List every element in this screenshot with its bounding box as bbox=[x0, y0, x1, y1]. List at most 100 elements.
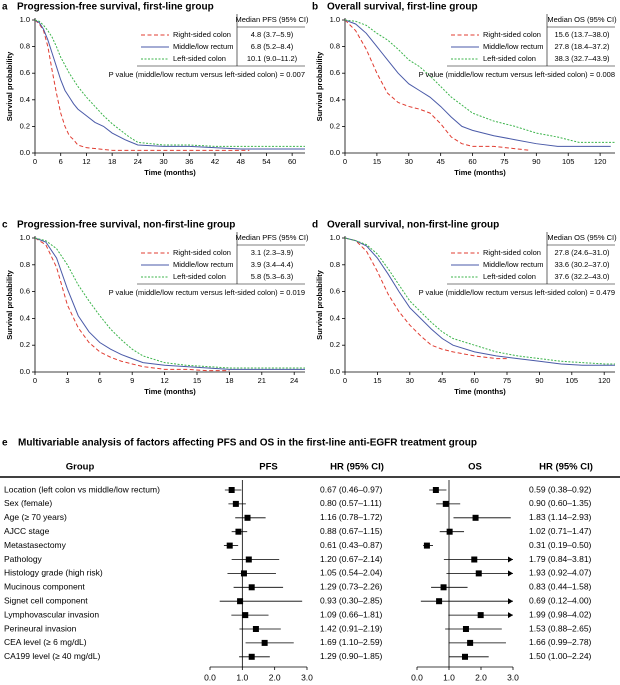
hr-label: 1.66 (0.99–2.78) bbox=[529, 637, 592, 647]
hr-label: 1.09 (0.66–1.81) bbox=[320, 609, 383, 619]
panel-label: a bbox=[2, 2, 8, 13]
p-value-annotation: P value (middle/low rectum versus left-s… bbox=[109, 288, 305, 297]
legend-label: Left-sided colon bbox=[483, 272, 536, 281]
x-tick-label: 9 bbox=[130, 376, 134, 385]
hazard-ratio-marker bbox=[462, 626, 469, 632]
row-label: Metastasectomy bbox=[4, 540, 67, 550]
x-tick-label: 75 bbox=[503, 376, 511, 385]
y-tick-label: 0.2 bbox=[330, 340, 340, 349]
y-axis-label: Survival probability bbox=[315, 51, 324, 121]
x-tick-label: 45 bbox=[438, 376, 446, 385]
hr-label: 0.88 (0.67–1.15) bbox=[320, 526, 383, 536]
column-header: HR (95% CI) bbox=[330, 462, 384, 473]
hazard-ratio-marker bbox=[432, 487, 439, 493]
column-header: HR (95% CI) bbox=[539, 462, 593, 473]
y-tick-label: 1.0 bbox=[330, 15, 340, 24]
forest-rows bbox=[420, 487, 513, 660]
hazard-ratio-marker bbox=[440, 584, 447, 591]
column-header: PFS bbox=[259, 462, 277, 473]
p-value-annotation: P value (middle/low rectum versus left-s… bbox=[419, 70, 615, 79]
survival-curve bbox=[344, 237, 615, 365]
hr-label: 1.16 (0.78–1.72) bbox=[320, 512, 383, 522]
hr-label: 0.90 (0.60–1.35) bbox=[529, 498, 592, 508]
row-label: CEA level (≥ 6 mg/dL) bbox=[4, 637, 87, 647]
x-tick-label: 12 bbox=[82, 157, 90, 166]
hazard-ratio-marker bbox=[248, 653, 255, 660]
y-axis-label: Survival probability bbox=[5, 51, 14, 121]
hr-label: 0.31 (0.19–0.50) bbox=[529, 540, 592, 550]
hr-label: 1.02 (0.71–1.47) bbox=[529, 526, 592, 536]
hazard-ratio-marker bbox=[472, 514, 479, 521]
ci-arrowhead bbox=[508, 612, 513, 619]
row-label: CA199 level (≥ 40 mg/dL) bbox=[4, 651, 100, 661]
hazard-ratio-marker bbox=[261, 639, 268, 646]
hazard-ratio-marker bbox=[423, 542, 430, 549]
y-tick-label: 0.4 bbox=[20, 95, 30, 104]
column-header: Group bbox=[66, 462, 95, 473]
x-tick-label: 120 bbox=[598, 376, 611, 385]
legend-median: 27.8 (18.4–37.2) bbox=[554, 42, 610, 51]
y-tick-label: 0.4 bbox=[20, 313, 30, 322]
x-tick-label: 36 bbox=[185, 157, 193, 166]
hr-label: 1.50 (1.00–2.24) bbox=[529, 651, 592, 661]
hr-label: 1.05 (0.54–2.04) bbox=[320, 568, 383, 578]
x-tick-label: 15 bbox=[373, 376, 381, 385]
hazard-ratio-marker bbox=[252, 626, 259, 632]
legend-median: 10.1 (9.0–11.2) bbox=[247, 54, 298, 63]
panel-label: c bbox=[2, 220, 8, 231]
hr-label: 1.42 (0.91–2.19) bbox=[320, 623, 383, 633]
hr-label: 0.69 (0.12–4.00) bbox=[529, 595, 592, 605]
hr-label: 0.83 (0.44–1.58) bbox=[529, 582, 592, 592]
y-tick-label: 0.6 bbox=[330, 287, 340, 296]
x-tick-label: 6 bbox=[59, 157, 63, 166]
survival-curve bbox=[34, 19, 305, 150]
x-tick-label: 3.0 bbox=[507, 672, 519, 682]
hr-label: 1.79 (0.84–3.81) bbox=[529, 554, 592, 564]
hazard-ratio-marker bbox=[228, 487, 235, 493]
x-tick-label: 105 bbox=[566, 376, 579, 385]
x-tick-label: 75 bbox=[500, 157, 508, 166]
hazard-ratio-marker bbox=[242, 612, 249, 619]
legend-label: Middle/low rectum bbox=[483, 260, 543, 269]
x-tick-label: 0.0 bbox=[411, 672, 423, 682]
x-axis-label: Time (months) bbox=[144, 168, 196, 177]
hr-label: 1.53 (0.88–2.65) bbox=[529, 623, 592, 633]
x-tick-label: 3.0 bbox=[301, 672, 313, 682]
hazard-ratio-marker bbox=[245, 556, 252, 563]
legend-label: Left-sided colon bbox=[483, 54, 536, 63]
chart-title: Overall survival, non-first-line group bbox=[327, 220, 499, 231]
x-tick-label: 42 bbox=[211, 157, 219, 166]
x-tick-label: 45 bbox=[436, 157, 444, 166]
y-tick-label: 1.0 bbox=[20, 15, 30, 24]
x-tick-label: 18 bbox=[108, 157, 116, 166]
hazard-ratio-marker bbox=[248, 584, 255, 591]
survival-curve bbox=[344, 19, 615, 143]
hazard-ratio-marker bbox=[471, 556, 478, 563]
x-tick-label: 1.0 bbox=[443, 672, 455, 682]
hazard-ratio-marker bbox=[244, 514, 251, 521]
ci-arrowhead bbox=[508, 556, 513, 563]
x-tick-label: 30 bbox=[405, 157, 413, 166]
x-tick-label: 15 bbox=[193, 376, 201, 385]
x-tick-label: 0 bbox=[33, 157, 37, 166]
x-tick-label: 30 bbox=[406, 376, 414, 385]
row-label: Sex (female) bbox=[4, 498, 52, 508]
panel-label: b bbox=[312, 2, 318, 13]
survival-curve bbox=[34, 237, 305, 369]
row-label: Histology grade (high risk) bbox=[4, 568, 103, 578]
y-axis-label: Survival probability bbox=[315, 269, 324, 339]
hr-label: 1.99 (0.98–4.02) bbox=[529, 609, 592, 619]
legend-label: Left-sided colon bbox=[173, 54, 226, 63]
survival-curve bbox=[34, 19, 305, 147]
x-tick-label: 15 bbox=[373, 157, 381, 166]
y-tick-label: 0.0 bbox=[20, 148, 30, 157]
hazard-ratio-marker bbox=[237, 598, 244, 605]
y-tick-label: 0.0 bbox=[20, 367, 30, 376]
hazard-ratio-marker bbox=[475, 570, 482, 577]
x-axis-label: Time (months) bbox=[454, 387, 506, 396]
y-tick-label: 0.4 bbox=[330, 95, 340, 104]
chart-title: Multivariable analysis of factors affect… bbox=[18, 438, 477, 449]
survival-curve bbox=[34, 19, 250, 151]
survival-curve bbox=[344, 19, 611, 147]
legend-label: Right-sided colon bbox=[483, 30, 541, 39]
